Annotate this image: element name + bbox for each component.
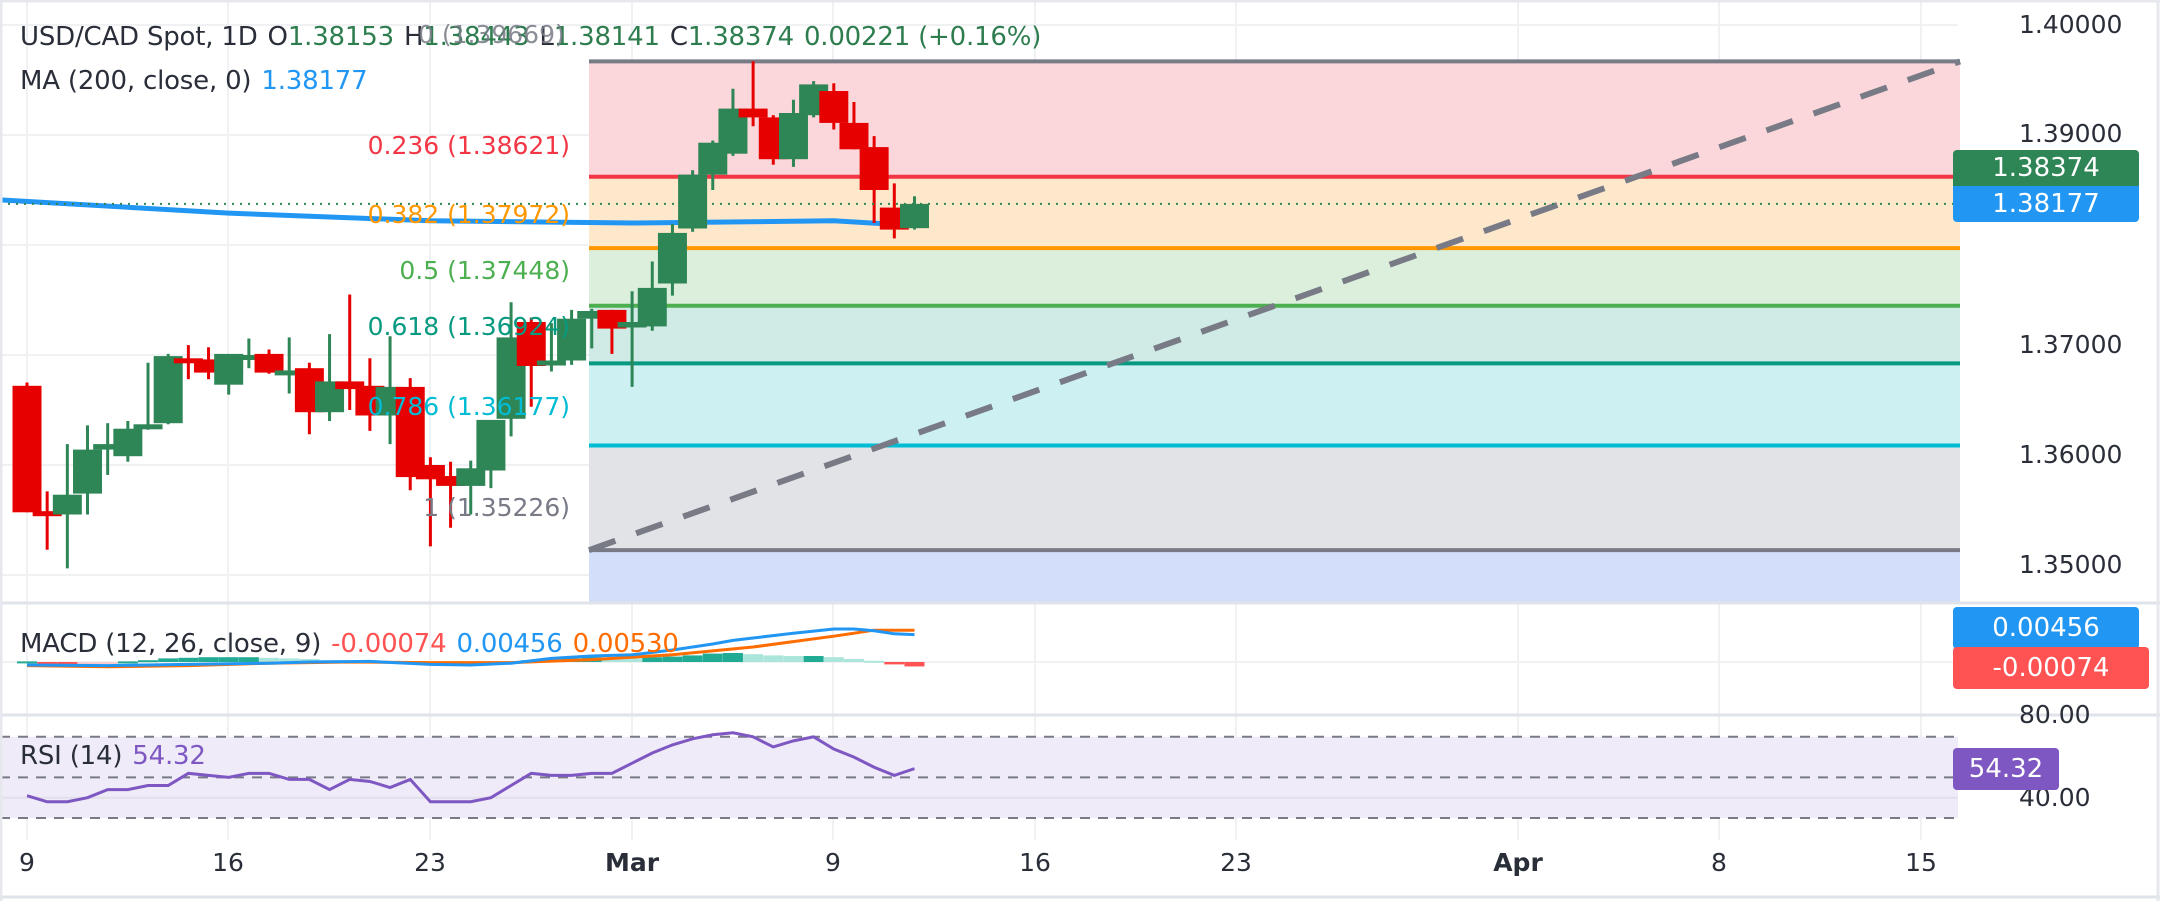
symbol-legend: USD/CAD Spot, 1D O1.38153 H1.38443 L1.38141… <box>20 22 1051 52</box>
price-axis-label: 1.37000 <box>2019 330 2123 359</box>
price-axis-label: 1.39000 <box>2019 119 2123 148</box>
x-axis-label: Mar <box>604 848 660 877</box>
macd-label[interactable]: MACD (12, 26, close, 9) <box>20 629 322 659</box>
x-axis-label: 16 <box>212 848 244 877</box>
low-value: 1.38141 <box>553 22 660 52</box>
macd-legend: MACD (12, 26, close, 9) -0.00074 0.00456 0.… <box>20 629 689 659</box>
x-axis-label: 15 <box>1905 848 1937 877</box>
macd-hist-value: -0.00074 <box>331 629 447 659</box>
rsi-value: 54.32 <box>132 741 206 771</box>
price-axis-label: 1.36000 <box>2019 440 2123 469</box>
fib-label-0.236: 0.236 (1.38621) <box>367 131 570 160</box>
macd-hist-tag: -0.00074 <box>1953 647 2149 689</box>
rsi-pane <box>0 731 1958 819</box>
open-label: O <box>267 22 288 52</box>
fib-label-0.382: 0.382 (1.37972) <box>367 200 570 229</box>
change-value: 0.00221 (+0.16%) <box>803 22 1042 52</box>
ma-value: 1.38177 <box>261 66 368 96</box>
fib-label-0.5: 0.5 (1.37448) <box>399 256 570 285</box>
x-axis-label: Apr <box>1493 848 1543 877</box>
ma-label[interactable]: MA (200, close, 0) <box>20 66 252 96</box>
x-axis-label: 9 <box>825 848 841 877</box>
fib-label-0: 0 (1.39669) <box>418 20 565 49</box>
symbol-title[interactable]: USD/CAD Spot, 1D <box>20 22 258 52</box>
rsi-legend: RSI (14) 54.32 <box>20 741 216 771</box>
candlestick-series <box>12 61 929 569</box>
high-label: H <box>403 22 424 52</box>
ma-legend: MA (200, close, 0) 1.38177 <box>20 66 378 96</box>
fib-label-0.786: 0.786 (1.36177) <box>367 392 570 421</box>
x-axis-label: 23 <box>1220 848 1252 877</box>
rsi-value-tag: 54.32 <box>1953 748 2059 790</box>
macd-signal-value: 0.00530 <box>572 629 679 659</box>
x-axis-label: 23 <box>414 848 446 877</box>
price-axis-label: 1.40000 <box>2019 10 2123 39</box>
x-axis-label: 16 <box>1019 848 1051 877</box>
price-axis-label: 1.35000 <box>2019 550 2123 579</box>
open-value: 1.38153 <box>287 22 394 52</box>
fib-label-0.618: 0.618 (1.36924) <box>367 312 570 341</box>
macd-line-value: 0.00456 <box>456 629 563 659</box>
rsi-label[interactable]: RSI (14) <box>20 741 123 771</box>
macd-pane <box>0 627 1958 669</box>
last-price-tag: 1.38374 <box>1953 150 2139 186</box>
dashed-trendline[interactable] <box>587 58 1962 553</box>
macd-line-tag: 0.00456 <box>1953 607 2139 649</box>
fib-label-1: 1 (1.35226) <box>423 493 570 522</box>
close-value: 1.38374 <box>687 22 794 52</box>
rsi-axis-label: 80.00 <box>2019 700 2091 729</box>
low-label: L <box>539 22 554 52</box>
fibonacci-retracement[interactable] <box>589 59 1960 603</box>
x-axis-label: 8 <box>1711 848 1727 877</box>
ma-price-tag: 1.38177 <box>1953 186 2139 222</box>
x-axis-label: 9 <box>19 848 35 877</box>
close-label: C <box>669 22 688 52</box>
ma-200-line <box>0 197 915 229</box>
high-value: 1.38443 <box>423 22 530 52</box>
